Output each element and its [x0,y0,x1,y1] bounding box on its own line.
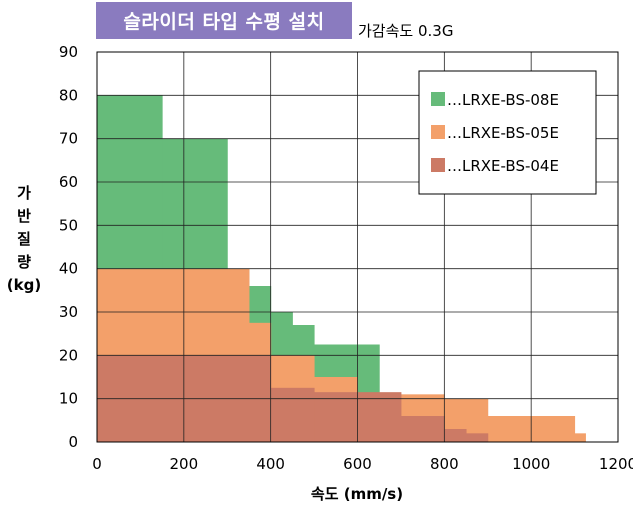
step-bar [357,392,402,442]
legend-swatch [431,125,445,139]
legend-label: …LRXE-BS-08E [447,91,559,109]
y-axis-label-line: 가 [17,184,31,202]
step-bar [314,392,358,442]
x-axis-label: 속도 (mm/s) [311,485,403,503]
y-tick-label: 60 [59,173,78,191]
x-tick-label: 1000 [512,455,550,473]
x-tick-label: 600 [343,455,372,473]
y-tick-label: 20 [59,346,78,364]
y-tick-label: 40 [59,260,78,278]
chart-title: 슬라이더 타입 수평 설치 [96,2,352,39]
y-tick-label: 70 [59,130,78,148]
y-tick-label: 50 [59,216,78,234]
y-tick-label: 10 [59,390,78,408]
grid-layer [96,51,619,443]
legend: …LRXE-BS-08E …LRXE-BS-05E …LRXE-BS-04E [418,70,597,195]
y-tick-label: 90 [59,43,78,61]
legend-box [418,70,597,195]
x-tick-label: 1200 [599,455,633,473]
y-axis-label-line: 량 [17,253,31,271]
y-tick-label: 30 [59,303,78,321]
legend-swatch [431,92,445,106]
y-axis-label-line: (kg) [7,276,41,294]
y-axis-label: 가 반 질 량 (kg) [7,184,41,294]
x-tick-label: 0 [92,455,102,473]
step-bar [270,387,315,442]
y-axis-label-line: 반 [17,207,31,225]
step-bar [574,433,586,442]
axis-layer: 0 200 400 600 800 1000 1200 0 10 20 30 40 50 60 70 80 90 [59,43,633,473]
step-bar [400,416,445,442]
step-bar [444,429,467,442]
chart-subtitle: 가감속도 0.3G [358,22,454,40]
plot-frame [96,51,619,443]
y-tick-label: 0 [68,433,78,451]
y-axis-label-line: 질 [17,230,31,248]
x-tick-label: 200 [170,455,199,473]
legend-label: …LRXE-BS-04E [447,157,559,175]
legend-label: …LRXE-BS-05E [447,124,559,142]
x-tick-label: 400 [256,455,285,473]
x-tick-label: 800 [430,455,459,473]
step-bar [466,433,489,442]
y-tick-label: 80 [59,86,78,104]
legend-swatch [431,158,445,172]
